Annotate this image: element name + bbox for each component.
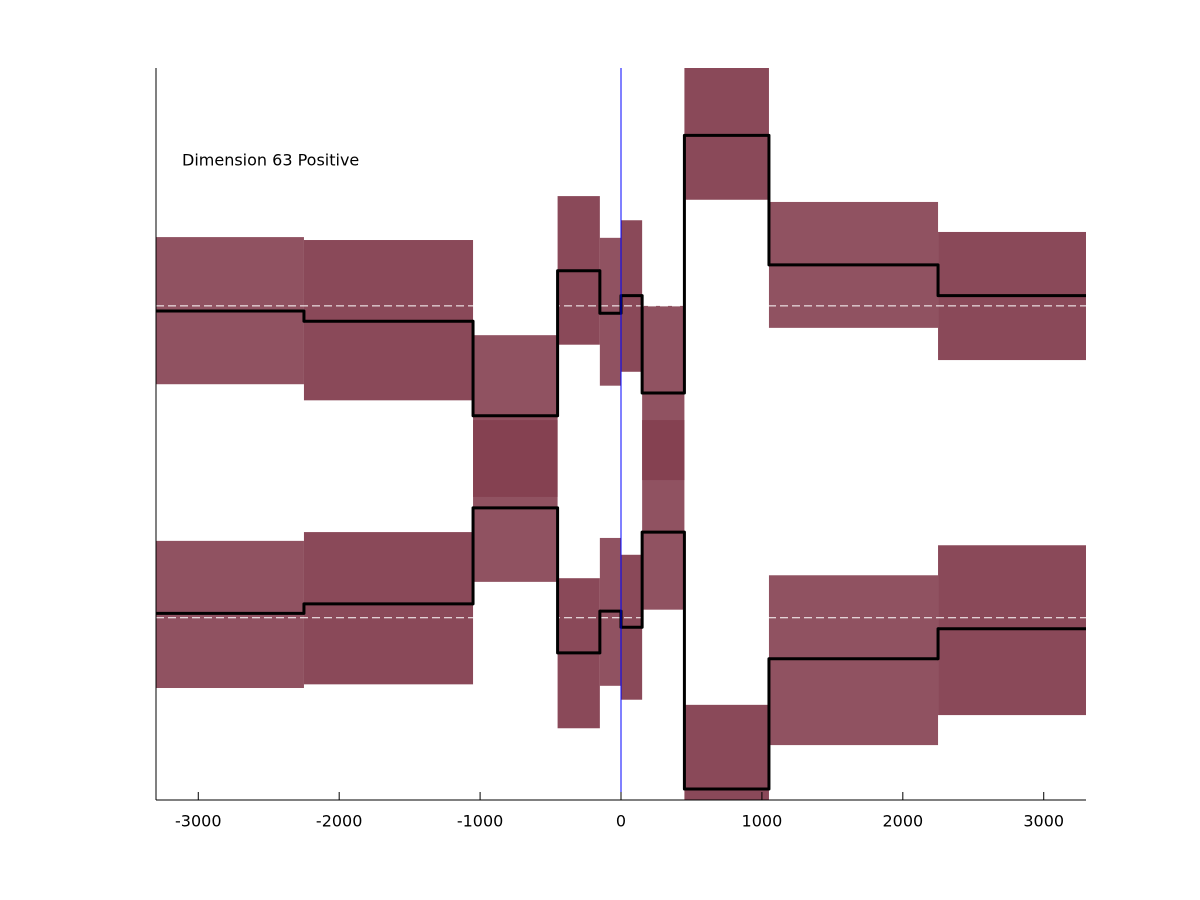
x-tick-label: -1000 (457, 812, 504, 831)
band (303, 532, 474, 685)
x-tick-label: -3000 (175, 812, 222, 831)
band (684, 704, 769, 800)
annotation: Dimension 63 Positive (182, 151, 359, 170)
band (473, 420, 558, 582)
x-tick-label: 1000 (742, 812, 783, 831)
band (642, 420, 685, 610)
x-tick-label: 2000 (882, 812, 923, 831)
x-tick-label: -2000 (316, 812, 363, 831)
x-tick-label: 3000 (1023, 812, 1064, 831)
x-tick-label: 0 (616, 812, 626, 831)
